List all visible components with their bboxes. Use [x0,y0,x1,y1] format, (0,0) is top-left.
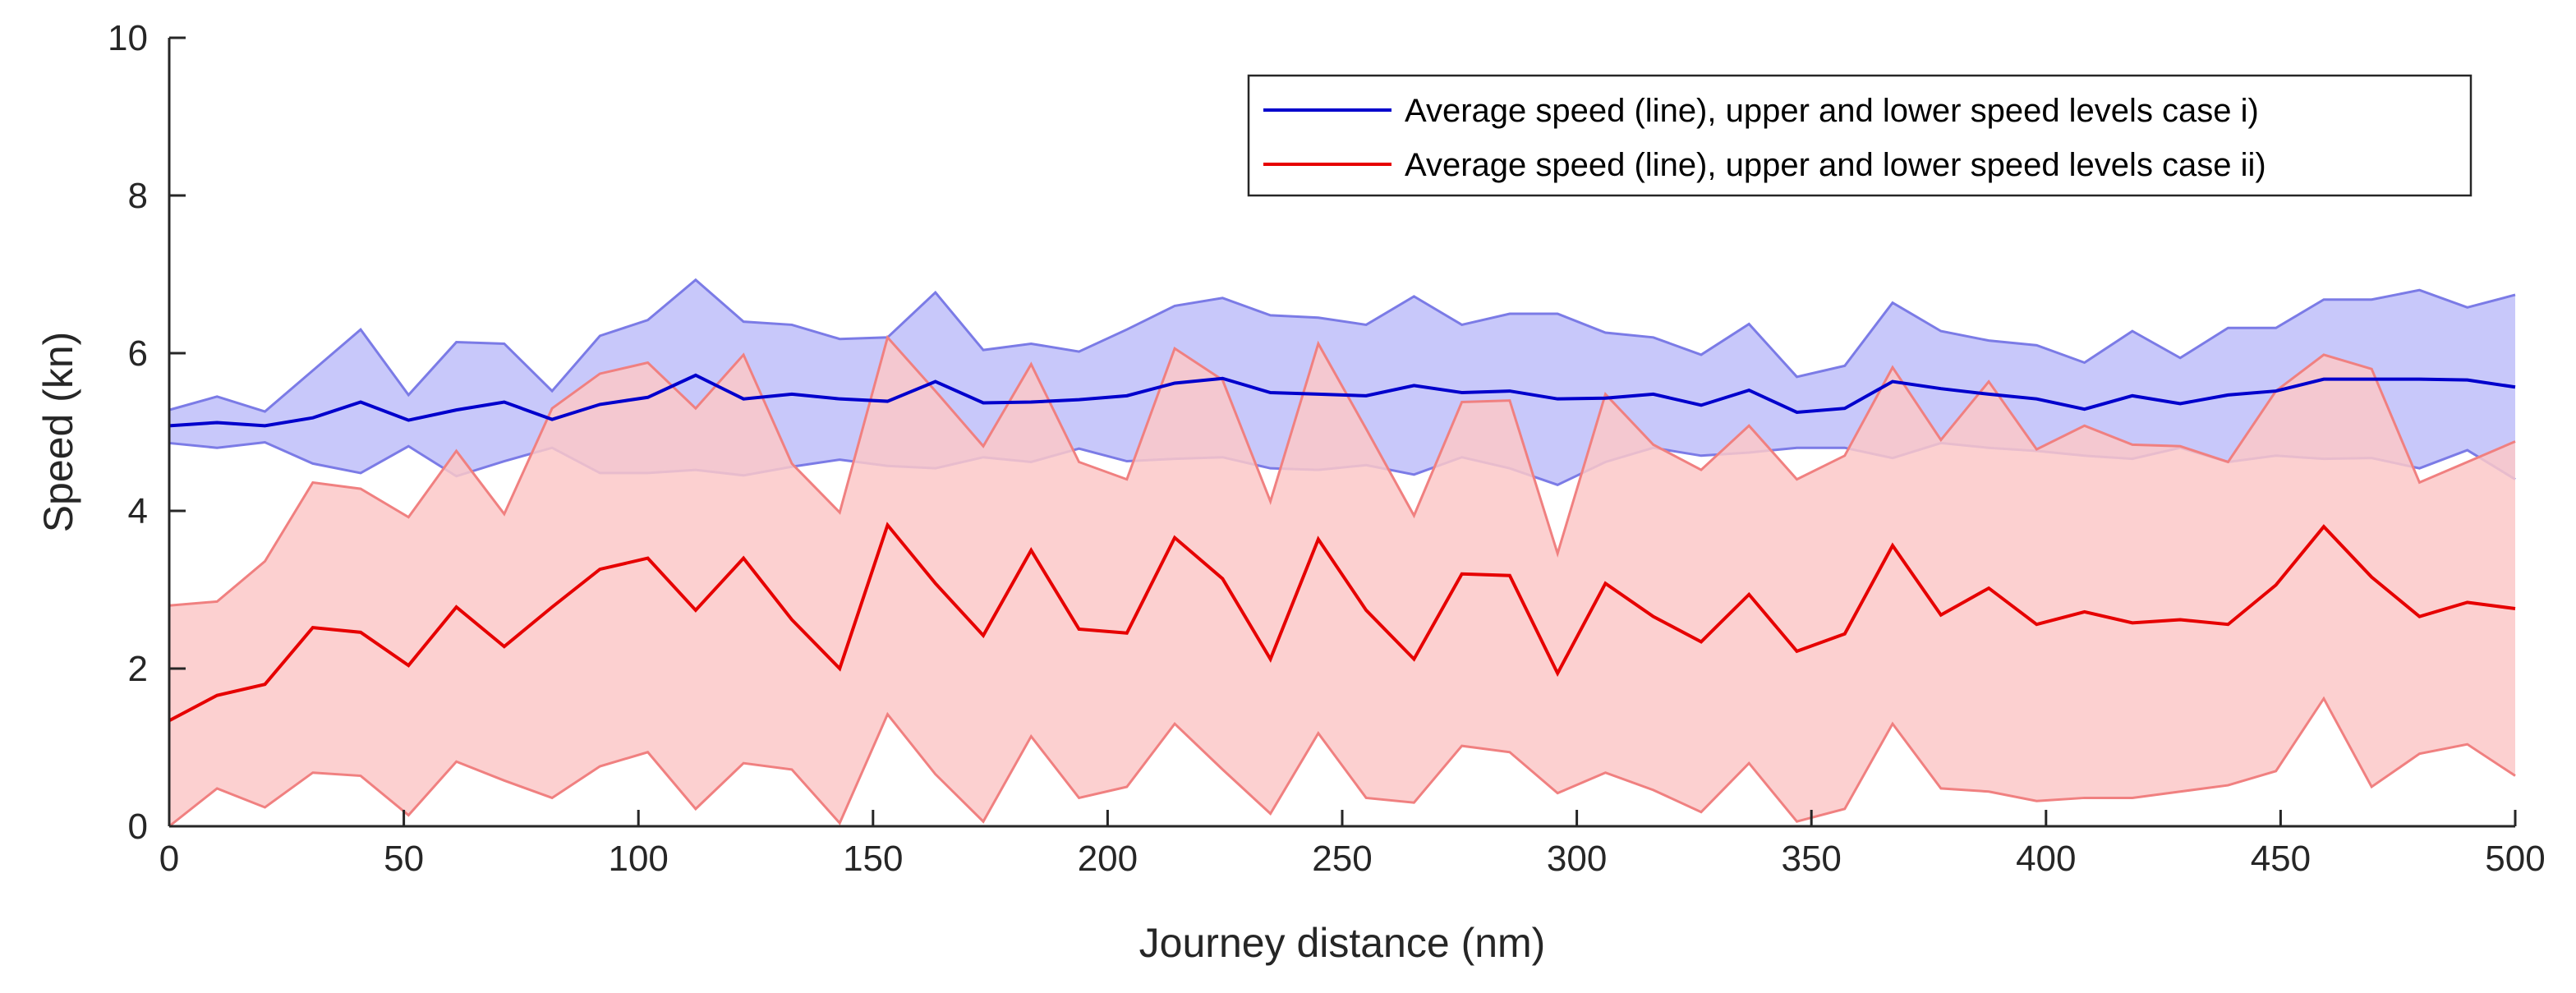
case-2-lower-line [168,696,2516,828]
case-1-average-line [168,373,2516,428]
y-tick-label: 2 [128,649,148,689]
y-tick-label: 4 [128,491,148,531]
x-axis-title: Journey distance (nm) [1139,920,1546,966]
x-tick-label: 50 [384,839,424,879]
x-tick-label: 350 [1781,839,1841,879]
legend-label-case-2: Average speed (line), upper and lower sp… [1405,147,2266,183]
x-tick-label: 250 [1312,839,1372,879]
case-2-upper-line [168,334,2516,607]
y-tick-label: 0 [128,807,148,847]
speed-bands [168,278,2516,828]
y-tick-label: 6 [128,333,148,374]
ticks: 0 50 100 150 200 250 300 350 400 450 500 0 2 4 6 8 10 [108,18,2546,879]
case-1-upper-line [168,278,2516,413]
x-tick-label: 100 [608,839,668,879]
case-2-average-line [168,522,2516,723]
x-tick-label: 400 [2016,839,2076,879]
average-speed-lines [168,373,2516,723]
x-tick-label: 300 [1547,839,1607,879]
legend: Average speed (line), upper and lower sp… [1247,74,2472,197]
y-tick-label: 10 [108,18,148,58]
legend-box [1247,74,2472,197]
x-tick-label: 450 [2251,839,2311,879]
x-tick-label: 500 [2485,839,2545,879]
x-tick-label: 0 [159,839,179,879]
x-tick-label: 150 [843,839,903,879]
y-tick-label: 8 [128,176,148,216]
case-2-speed-band [169,337,2515,826]
x-tick-label: 200 [1078,839,1138,879]
legend-label-case-1: Average speed (line), upper and lower sp… [1405,93,2259,129]
y-axis-title: Speed (kn) [35,332,81,533]
